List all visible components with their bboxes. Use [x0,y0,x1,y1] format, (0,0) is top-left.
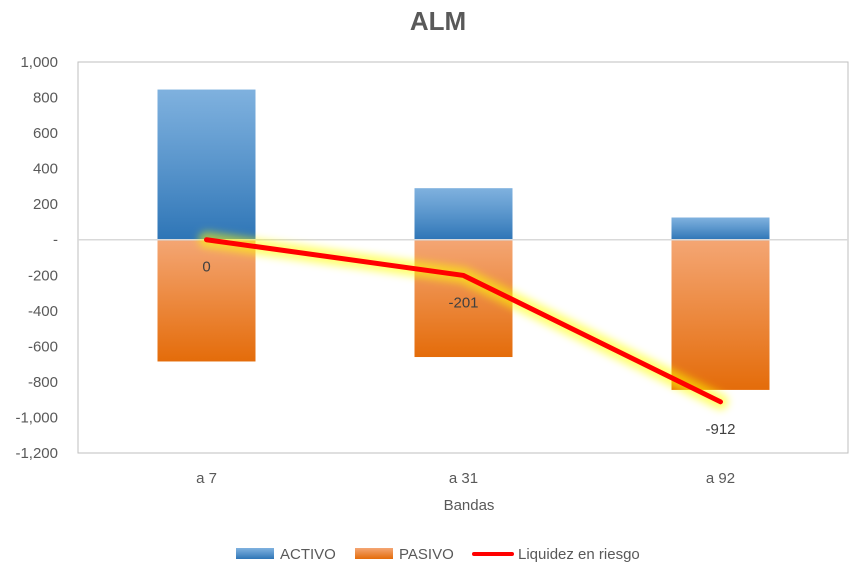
y-tick-label: 600 [33,125,58,142]
y-tick-label: 200 [33,196,58,213]
y-tick-label: -1,000 [15,409,58,426]
legend: ACTIVO PASIVO Liquidez en riesgo [236,546,640,563]
bar-activo [414,188,513,240]
legend-label: PASIVO [399,546,454,563]
y-tick-label: -200 [28,267,58,284]
bar-activo [157,89,256,240]
y-tick-label: - [53,232,58,249]
x-tick-label: a 7 [196,470,217,487]
bar-pasivo [671,239,770,390]
bar-activo [671,217,770,240]
y-tick-label: -600 [28,338,58,355]
line-liquidez-en-riesgo [204,237,723,405]
y-tick-label: -1,200 [15,445,58,462]
data-label: 0 [202,259,210,276]
data-label: -912 [705,421,735,438]
y-tick-label: 800 [33,90,58,107]
y-tick-label: 1,000 [20,54,58,71]
y-tick-label: 400 [33,161,58,178]
plot-area: 1,000 800 600 400 200 - -200 -400 -600 -800 -1,000… [15,54,849,487]
x-axis-title: Bandas [444,497,495,514]
data-label: -201 [448,294,478,311]
legend-label: Liquidez en riesgo [518,546,640,563]
chart-title: ALM [410,6,466,36]
y-tick-label: -800 [28,374,58,391]
legend-label: ACTIVO [280,546,336,563]
x-tick-label: a 92 [706,470,735,487]
legend-swatch [236,548,274,559]
x-tick-label: a 31 [449,470,478,487]
legend-swatch [355,548,393,559]
plot-border [77,61,849,454]
bar-pasivo [157,239,256,362]
y-tick-label: -400 [28,303,58,320]
